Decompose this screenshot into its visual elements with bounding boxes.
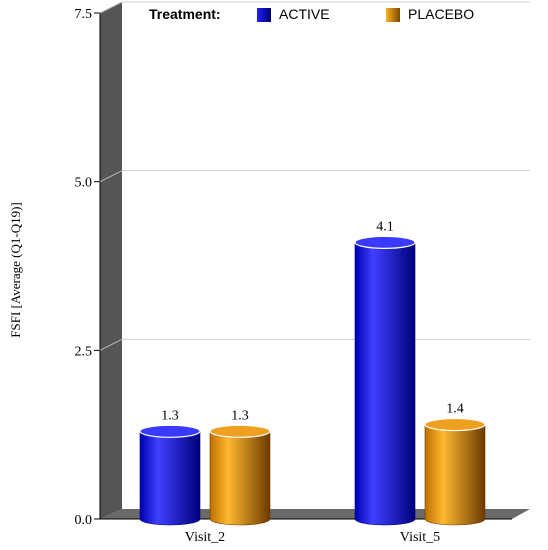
bar-cap-placebo-visit_5 xyxy=(424,417,486,432)
bar-active-visit_2 xyxy=(139,430,201,526)
bar-placebo-visit_2 xyxy=(209,430,271,526)
grid-line-wall xyxy=(99,170,123,183)
chart-side-wall xyxy=(100,2,122,519)
x-tick-label-visit_2: Visit_2 xyxy=(185,530,225,545)
y-axis-ticks: 0.0 2.5 5.0 7.5 xyxy=(75,7,100,528)
legend: Treatment: ACTIVE PLACEBO xyxy=(149,6,474,22)
legend-swatch-placebo xyxy=(386,8,400,22)
bars: 1.3 1.3 4.1 1.4 xyxy=(139,219,486,526)
bar-cap-active-visit_2 xyxy=(139,424,201,438)
bar-active-visit_5 xyxy=(354,242,416,526)
y-tick-label: 5.0 xyxy=(75,176,93,191)
y-tick-label: 0.0 xyxy=(75,513,93,528)
bar-cap-placebo-visit_2 xyxy=(209,424,271,438)
legend-swatch-active xyxy=(257,8,271,22)
data-label-active-visit_2: 1.3 xyxy=(161,408,179,423)
grid-line-wall xyxy=(99,1,123,14)
grid-lines xyxy=(99,1,530,351)
legend-label-active: ACTIVE xyxy=(279,6,330,22)
data-label-placebo-visit_5: 1.4 xyxy=(446,402,464,417)
chart-floor xyxy=(100,509,530,519)
data-label-active-visit_5: 4.1 xyxy=(376,219,394,234)
grid-line-wall xyxy=(99,338,123,351)
x-tick-label-visit_5: Visit_5 xyxy=(400,530,440,545)
bar-cap-active-visit_5 xyxy=(354,235,416,249)
legend-label-placebo: PLACEBO xyxy=(408,6,474,22)
y-tick-label: 2.5 xyxy=(75,344,93,359)
bar-placebo-visit_5 xyxy=(424,424,486,526)
y-tick-label: 7.5 xyxy=(75,7,93,22)
data-label-placebo-visit_2: 1.3 xyxy=(231,408,249,423)
category-labels: Visit_2 Visit_5 xyxy=(185,530,440,545)
legend-title: Treatment: xyxy=(149,6,221,22)
y-axis-label: FSFI [Average (Q1-Q19)] xyxy=(8,202,23,338)
